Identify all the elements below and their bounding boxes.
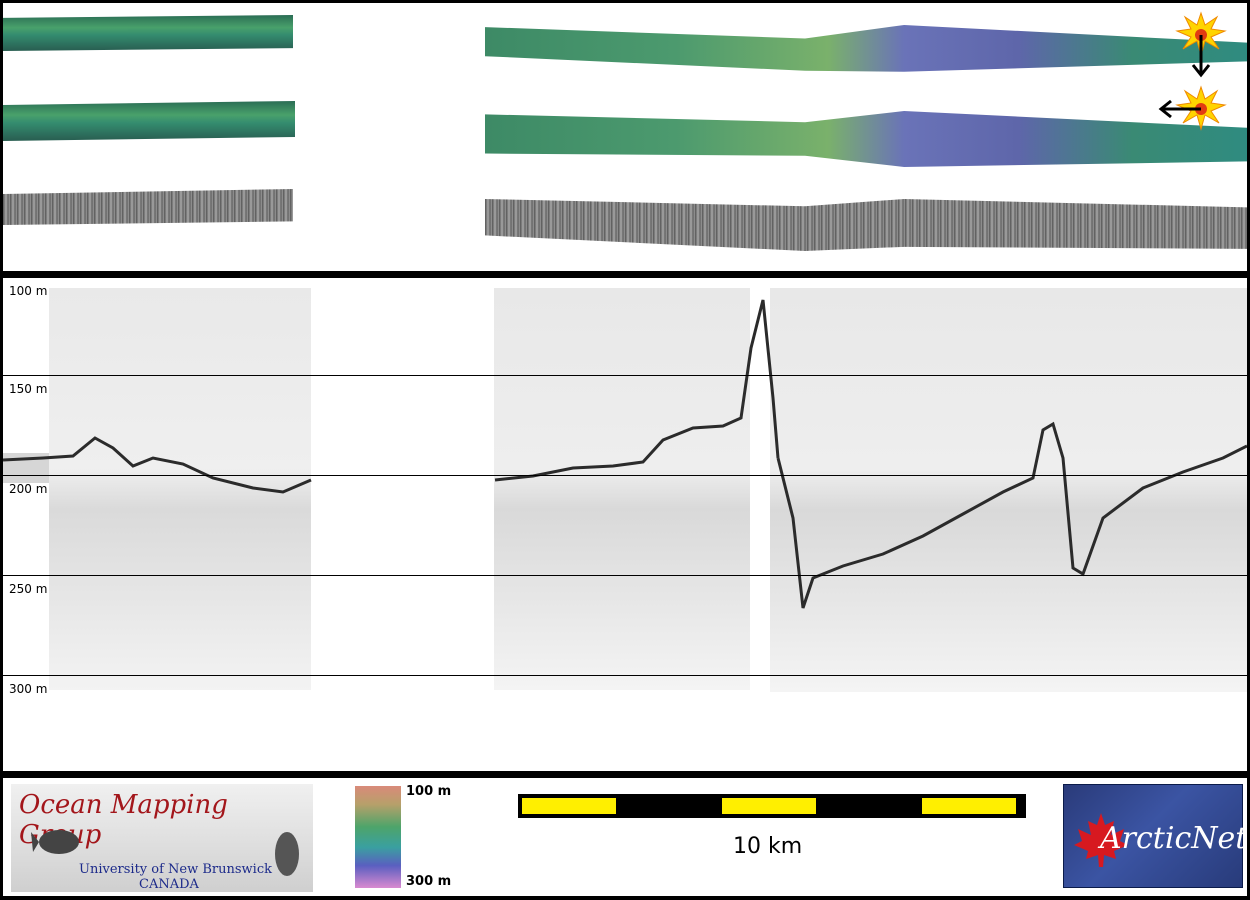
swath-left-shaded-2	[3, 101, 295, 141]
depth-label-150: 150 m	[9, 382, 48, 396]
colorbar-top-label: 100 m	[406, 784, 452, 799]
arcticnet-text: ArcticNet	[1100, 821, 1247, 856]
sun-icon	[1158, 85, 1227, 131]
omg-subtitle-1: University of New Brunswick	[79, 862, 272, 877]
depth-label-250: 250 m	[9, 582, 48, 596]
scale-bar-segment	[522, 798, 616, 814]
swath-left-shaded-1	[3, 15, 293, 51]
sidescan-fish-icon	[31, 830, 79, 854]
swath-right-shaded-1	[485, 25, 1247, 72]
depth-label-100: 100 m	[9, 284, 48, 298]
depth-line-250	[3, 575, 1247, 576]
swath-right-backscatter	[485, 199, 1247, 251]
scale-bar-segment	[922, 798, 1016, 814]
scale-bar-segment	[722, 798, 816, 814]
sun-icon	[1175, 11, 1227, 78]
omg-subtitle-2: CANADA	[139, 877, 199, 892]
swath-panel	[3, 3, 1247, 271]
arcticnet-logo: ArcticNet	[1063, 784, 1247, 888]
profile-right-section	[494, 288, 750, 690]
legend-panel: Ocean Mapping Group University of New Br…	[3, 778, 1247, 896]
depth-label-300: 300 m	[9, 682, 48, 696]
ocean-mapping-group-logo: Ocean Mapping Group University of New Br…	[11, 784, 313, 892]
scale-bar-label: 10 km	[733, 834, 803, 859]
depth-colorbar	[355, 786, 401, 888]
scale-bar	[518, 794, 1026, 818]
swath-left-backscatter	[3, 189, 293, 225]
colorbar-bottom-label: 300 m	[406, 874, 452, 889]
subbottom-profile-panel: 100 m 150 m 200 m 250 m 300 m	[3, 278, 1247, 771]
depth-label-200: 200 m	[9, 482, 48, 496]
depth-line-150	[3, 375, 1247, 376]
swath-right-shaded-2	[485, 111, 1247, 167]
depth-line-300	[3, 675, 1247, 676]
maple-leaf-icon	[1074, 813, 1128, 867]
seabed-reflector	[3, 299, 1247, 609]
depth-line-200	[3, 475, 1247, 476]
sidescan-fish-icon	[275, 832, 299, 876]
